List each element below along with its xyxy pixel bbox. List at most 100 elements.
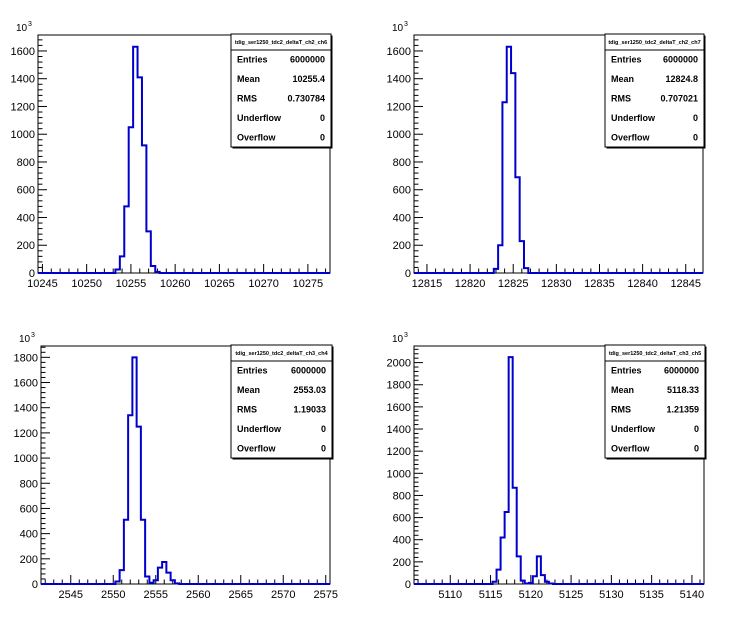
stats-title: tdig_ser1250_tdc2_deltaT_ch3_ch4 — [235, 351, 328, 357]
stats-label: Overflow — [611, 132, 651, 142]
exponent-base: 10 — [16, 23, 28, 34]
exponent-base: 10 — [19, 334, 31, 345]
y-tick-label: 1200 — [11, 101, 35, 113]
x-tick-label: 12815 — [412, 278, 443, 290]
stats-value: 0 — [321, 443, 326, 453]
stats-box: tdig_ser1250_tdc2_deltaT_ch2_ch6 Entries 6… — [230, 33, 333, 149]
y-tick-label: 1400 — [11, 74, 35, 86]
stats-value: 0 — [693, 132, 698, 142]
x-tick-label: 10255 — [116, 278, 147, 290]
histogram-line — [41, 356, 330, 585]
stats-value: 5118.33 — [667, 385, 699, 395]
y-tick-label: 1000 — [11, 129, 35, 141]
histogram-panel-1: 10245 10250 10255 10260 10265 10270 10275 0 200 4… — [11, 21, 333, 290]
y-axis-exponent: 10 3 — [19, 332, 35, 345]
y-tick-label: 1800 — [387, 380, 411, 392]
x-tick-label: 5110 — [438, 589, 462, 601]
stats-value: 0 — [694, 424, 699, 434]
stats-label: RMS — [237, 94, 257, 104]
stats-label: Entries — [237, 366, 268, 376]
stats-label: RMS — [611, 405, 631, 415]
stats-label: RMS — [237, 405, 257, 415]
y-tick-label: 0 — [32, 579, 38, 591]
stats-value: 6000000 — [291, 366, 326, 376]
y-tick-label: 600 — [393, 513, 411, 525]
stats-value: 1.21359 — [666, 405, 699, 415]
x-tick-label: 2565 — [229, 589, 253, 601]
y-tick-label: 200 — [17, 240, 35, 252]
y-tick-label: 1200 — [387, 101, 411, 113]
stats-title: tdig_ser1250_tdc2_deltaT_ch2_ch6 — [235, 40, 327, 46]
exponent-base: 10 — [392, 23, 404, 34]
stats-value: 0 — [693, 113, 698, 123]
y-axis-exponent: 10 3 — [392, 332, 408, 345]
x-tick-label: 12820 — [455, 278, 486, 290]
exponent-base: 10 — [392, 334, 404, 345]
y-tick-label: 600 — [393, 185, 411, 197]
histogram-panel-3: 2545 2550 2555 2560 2565 2570 2575 0 200 400 600 80… — [14, 332, 338, 601]
y-tick-label: 200 — [393, 240, 411, 252]
stats-title: tdig_ser1250_tdc2_deltaT_ch3_ch5 — [609, 351, 701, 357]
stats-label: Entries — [237, 55, 268, 65]
stats-label: Overflow — [611, 443, 651, 453]
y-tick-label: 800 — [17, 157, 35, 169]
x-tick-label: 12840 — [627, 278, 658, 290]
stats-value: 10255.4 — [292, 74, 325, 84]
stats-label: Mean — [237, 385, 260, 395]
stats-label: Mean — [237, 74, 260, 84]
stats-label: Overflow — [237, 443, 277, 453]
stats-label: Entries — [611, 366, 642, 376]
x-tick-label: 5125 — [559, 589, 583, 601]
x-tick-label: 5120 — [519, 589, 543, 601]
y-axis-exponent: 10 3 — [16, 21, 32, 34]
stats-value: 2553.03 — [293, 385, 326, 395]
y-tick-label: 1200 — [14, 428, 38, 440]
y-tick-label: 200 — [20, 554, 38, 566]
y-tick-label: 1200 — [387, 446, 411, 458]
stats-value: 0 — [694, 443, 699, 453]
stats-box: tdig_ser1250_tdc2_deltaT_ch3_ch4 Entries 6… — [230, 344, 334, 460]
stats-label: Mean — [611, 74, 634, 84]
y-tick-label: 1000 — [387, 468, 411, 480]
exponent-power: 3 — [28, 21, 32, 28]
x-tick-label: 5115 — [479, 589, 503, 601]
stats-value: 0 — [320, 132, 325, 142]
x-tick-label: 12845 — [670, 278, 701, 290]
y-tick-label: 2000 — [387, 358, 411, 370]
exponent-power: 3 — [404, 21, 408, 28]
x-tick-label: 10270 — [248, 278, 279, 290]
histogram-panel-4: 5110 5115 5120 5125 5130 5135 5140 0 200 400 600 80… — [387, 332, 707, 601]
x-tick-label: 10260 — [160, 278, 191, 290]
y-tick-label: 600 — [20, 503, 38, 515]
stats-label: Mean — [611, 385, 634, 395]
stats-value: 0.730784 — [287, 94, 325, 104]
stats-label: Overflow — [237, 132, 277, 142]
y-tick-label: 1000 — [387, 129, 411, 141]
y-tick-label: 600 — [17, 185, 35, 197]
y-tick-label: 0 — [405, 579, 411, 591]
stats-label: Underflow — [611, 424, 656, 434]
histogram-line — [414, 45, 703, 274]
exponent-power: 3 — [31, 332, 35, 339]
x-tick-label: 10275 — [293, 278, 324, 290]
y-tick-label: 1000 — [14, 453, 38, 465]
stats-title: tdig_ser1250_tdc2_deltaT_ch2_ch7 — [608, 40, 700, 46]
x-tick-label: 12825 — [498, 278, 529, 290]
x-tick-label: 12830 — [541, 278, 572, 290]
y-tick-label: 1800 — [14, 352, 38, 364]
stats-value: 0 — [320, 113, 325, 123]
stats-value: 6000000 — [663, 55, 698, 65]
y-tick-label: 400 — [393, 212, 411, 224]
stats-label: Underflow — [237, 424, 282, 434]
x-tick-label: 10245 — [27, 278, 58, 290]
y-axis-exponent: 10 3 — [392, 21, 408, 34]
x-tick-label: 2575 — [314, 589, 338, 601]
stats-box-frame — [604, 344, 706, 459]
y-tick-label: 800 — [393, 157, 411, 169]
y-tick-label: 1400 — [387, 74, 411, 86]
stats-value: 1.19033 — [293, 405, 326, 415]
stats-label: Underflow — [611, 113, 656, 123]
stats-box-frame — [230, 344, 333, 459]
stats-label: Underflow — [237, 113, 282, 123]
stats-box: tdig_ser1250_tdc2_deltaT_ch3_ch5 Entries 6… — [604, 344, 707, 460]
